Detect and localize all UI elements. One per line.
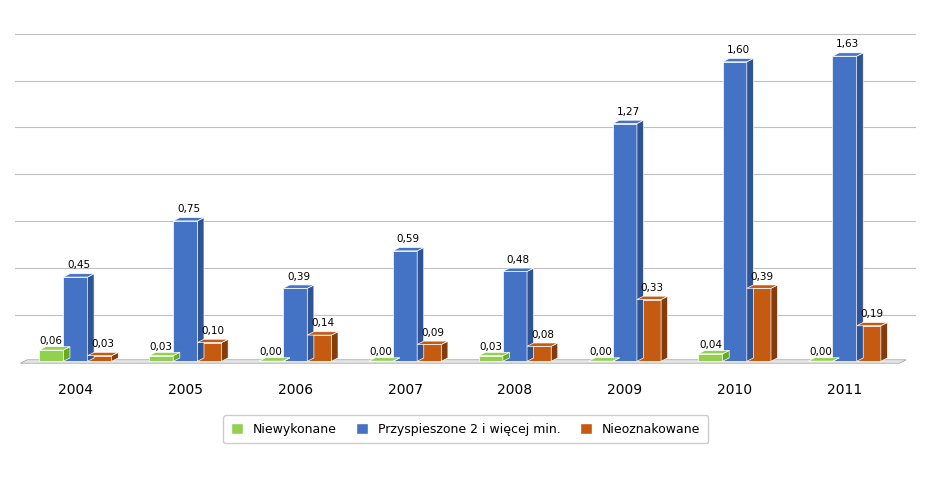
Polygon shape bbox=[857, 53, 863, 361]
Polygon shape bbox=[393, 358, 399, 361]
Text: 0,03: 0,03 bbox=[479, 342, 502, 352]
Text: 0,09: 0,09 bbox=[421, 327, 444, 338]
Polygon shape bbox=[808, 358, 839, 361]
Polygon shape bbox=[283, 285, 314, 288]
Polygon shape bbox=[173, 221, 197, 361]
Polygon shape bbox=[857, 323, 887, 326]
Polygon shape bbox=[88, 355, 112, 361]
Text: 0,75: 0,75 bbox=[177, 204, 200, 214]
Polygon shape bbox=[613, 120, 643, 124]
Polygon shape bbox=[613, 124, 637, 361]
Polygon shape bbox=[149, 353, 180, 355]
Text: 0,00: 0,00 bbox=[260, 347, 282, 357]
Text: 0,03: 0,03 bbox=[91, 339, 115, 349]
Text: 0,00: 0,00 bbox=[589, 347, 612, 357]
Polygon shape bbox=[39, 350, 63, 361]
Polygon shape bbox=[393, 247, 424, 251]
Polygon shape bbox=[588, 358, 619, 361]
Text: 1,63: 1,63 bbox=[836, 39, 859, 50]
Polygon shape bbox=[503, 268, 533, 272]
Polygon shape bbox=[661, 296, 668, 361]
Polygon shape bbox=[197, 218, 204, 361]
Polygon shape bbox=[393, 251, 417, 361]
Polygon shape bbox=[417, 341, 448, 345]
Polygon shape bbox=[307, 285, 314, 361]
Polygon shape bbox=[307, 335, 331, 361]
Polygon shape bbox=[173, 353, 180, 361]
Polygon shape bbox=[637, 120, 643, 361]
Polygon shape bbox=[527, 343, 558, 346]
Polygon shape bbox=[331, 332, 338, 361]
Polygon shape bbox=[637, 300, 661, 361]
Polygon shape bbox=[722, 62, 747, 361]
Polygon shape bbox=[527, 346, 551, 361]
Polygon shape bbox=[479, 355, 503, 361]
Polygon shape bbox=[88, 273, 94, 361]
Polygon shape bbox=[197, 339, 228, 343]
Polygon shape bbox=[283, 358, 290, 361]
Polygon shape bbox=[832, 358, 839, 361]
Text: 0,03: 0,03 bbox=[150, 342, 172, 352]
Polygon shape bbox=[747, 288, 771, 361]
Polygon shape bbox=[149, 355, 173, 361]
Polygon shape bbox=[283, 288, 307, 361]
Text: 0,04: 0,04 bbox=[699, 340, 722, 350]
Polygon shape bbox=[173, 218, 204, 221]
Polygon shape bbox=[63, 277, 88, 361]
Polygon shape bbox=[503, 353, 509, 361]
Polygon shape bbox=[698, 354, 722, 361]
Text: 0,45: 0,45 bbox=[67, 260, 90, 271]
Text: 0,39: 0,39 bbox=[287, 272, 310, 281]
Polygon shape bbox=[479, 353, 509, 355]
Text: 0,00: 0,00 bbox=[809, 347, 831, 357]
Polygon shape bbox=[88, 353, 118, 355]
Polygon shape bbox=[441, 341, 448, 361]
Text: 0,14: 0,14 bbox=[311, 318, 334, 328]
Text: 0,19: 0,19 bbox=[860, 309, 884, 319]
Polygon shape bbox=[551, 343, 558, 361]
Polygon shape bbox=[857, 326, 881, 361]
Polygon shape bbox=[881, 323, 887, 361]
Text: 0,59: 0,59 bbox=[397, 234, 420, 244]
Polygon shape bbox=[259, 358, 290, 361]
Polygon shape bbox=[832, 53, 863, 56]
Polygon shape bbox=[197, 343, 222, 361]
Polygon shape bbox=[63, 347, 70, 361]
Legend: Niewykonane, Przyspieszone 2 i więcej min., Nieoznakowane: Niewykonane, Przyspieszone 2 i więcej mi… bbox=[223, 415, 708, 443]
Text: 0,33: 0,33 bbox=[641, 283, 664, 293]
Text: 1,60: 1,60 bbox=[726, 45, 749, 55]
Polygon shape bbox=[747, 285, 777, 288]
Text: 0,48: 0,48 bbox=[506, 255, 530, 265]
Polygon shape bbox=[637, 296, 668, 300]
Polygon shape bbox=[369, 358, 399, 361]
Polygon shape bbox=[613, 358, 619, 361]
Polygon shape bbox=[747, 58, 753, 361]
Polygon shape bbox=[832, 56, 857, 361]
Polygon shape bbox=[722, 351, 729, 361]
Text: 0,08: 0,08 bbox=[531, 329, 554, 340]
Polygon shape bbox=[771, 285, 777, 361]
Text: 1,27: 1,27 bbox=[616, 107, 640, 117]
Text: 0,06: 0,06 bbox=[40, 336, 62, 346]
Polygon shape bbox=[63, 273, 94, 277]
Polygon shape bbox=[698, 351, 729, 354]
Polygon shape bbox=[20, 360, 906, 363]
Polygon shape bbox=[527, 268, 533, 361]
Text: 0,00: 0,00 bbox=[370, 347, 392, 357]
Polygon shape bbox=[503, 272, 527, 361]
Polygon shape bbox=[222, 339, 228, 361]
Polygon shape bbox=[39, 347, 70, 350]
Polygon shape bbox=[722, 58, 753, 62]
Polygon shape bbox=[417, 247, 424, 361]
Text: 0,39: 0,39 bbox=[750, 272, 774, 281]
Polygon shape bbox=[307, 332, 338, 335]
Polygon shape bbox=[112, 353, 118, 361]
Text: 0,10: 0,10 bbox=[201, 326, 224, 336]
Polygon shape bbox=[417, 345, 441, 361]
